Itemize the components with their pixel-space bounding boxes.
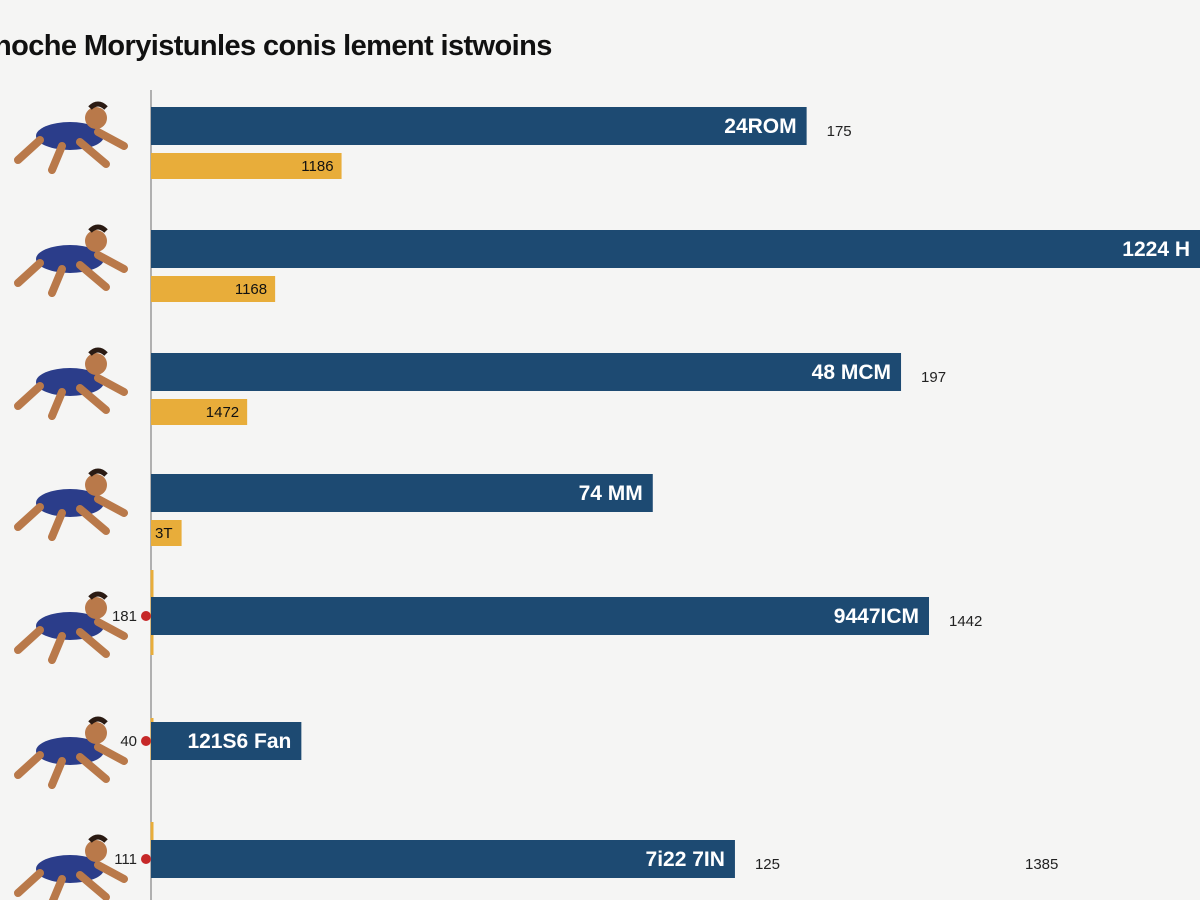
athlete-sprinter-icon bbox=[14, 101, 128, 174]
chart-title: noche Moryistunles conis lement istwoins bbox=[0, 30, 552, 62]
athlete-sprinter-icon-head bbox=[85, 107, 107, 129]
bar-secondary-1 bbox=[151, 153, 342, 179]
athlete-plank-icon-limbs bbox=[14, 251, 128, 297]
bar-primary-2 bbox=[151, 230, 1200, 268]
bar-primary-label-3: 48 MCM bbox=[812, 361, 891, 384]
athlete-tackle-icon-head bbox=[85, 840, 107, 862]
extra-note-1: 1385 bbox=[1025, 856, 1058, 873]
bar-secondary-4 bbox=[151, 520, 182, 546]
bar-secondary-label-1: 1186 bbox=[301, 158, 333, 175]
bar-primary-3 bbox=[151, 353, 902, 391]
athlete-sprinter-icon-hair bbox=[88, 101, 108, 110]
athlete-wrestler-icon-limbs bbox=[14, 618, 128, 664]
marker-dot-7 bbox=[141, 854, 151, 864]
bar-secondary-label-2: 1168 bbox=[235, 281, 267, 298]
athlete-wrestler-icon-head bbox=[85, 597, 107, 619]
bar-primary-1 bbox=[151, 107, 807, 145]
athlete-dive-icon-head bbox=[85, 353, 107, 375]
athlete-wrestler-icon bbox=[14, 591, 128, 664]
athlete-tackle-icon bbox=[14, 834, 128, 900]
athlete-dive-icon bbox=[14, 347, 128, 420]
side-note-7: 125 bbox=[755, 856, 780, 873]
athlete-plank-icon-hair bbox=[88, 224, 108, 233]
athlete-lunge-icon-head bbox=[85, 722, 107, 744]
athlete-crouch-icon bbox=[14, 468, 128, 541]
bar-primary-4 bbox=[151, 474, 653, 512]
athlete-crouch-icon-head bbox=[85, 474, 107, 496]
marker-dot-6 bbox=[141, 736, 151, 746]
left-note-5: 181 bbox=[112, 608, 137, 625]
bar-primary-label-6: 121S6 Fan bbox=[187, 730, 291, 753]
side-note-1: 175 bbox=[827, 123, 852, 140]
bar-secondary-2 bbox=[151, 276, 276, 302]
side-note-3: 197 bbox=[921, 369, 946, 386]
bar-primary-label-5: 9447ICM bbox=[834, 605, 919, 628]
left-note-6: 40 bbox=[120, 733, 137, 750]
athlete-lunge-icon bbox=[14, 716, 128, 789]
athlete-sprinter-icon-limbs bbox=[14, 128, 128, 174]
bar-primary-6 bbox=[151, 722, 302, 760]
athlete-tackle-icon-limbs bbox=[14, 861, 128, 900]
bar-primary-label-7: 7i22 7IN bbox=[646, 848, 725, 871]
athlete-plank-icon-head bbox=[85, 230, 107, 252]
athlete-crouch-icon-hair bbox=[88, 468, 108, 477]
athlete-tackle-icon-hair bbox=[88, 834, 108, 843]
bar-primary-label-4: 74 MM bbox=[579, 482, 643, 505]
athlete-lunge-icon-hair bbox=[88, 716, 108, 725]
marker-dot-5 bbox=[141, 611, 151, 621]
bar-primary-label-1: 24ROM bbox=[724, 115, 796, 138]
bar-primary-7 bbox=[151, 840, 735, 878]
bar-secondary-label-3: 1472 bbox=[206, 404, 239, 421]
athlete-dive-icon-limbs bbox=[14, 374, 128, 420]
bar-secondary-3 bbox=[151, 399, 248, 425]
left-note-7: 111 bbox=[114, 851, 137, 868]
athlete-lunge-icon-limbs bbox=[14, 743, 128, 789]
athlete-crouch-icon-limbs bbox=[14, 495, 128, 541]
bar-secondary-label-4: 3T bbox=[155, 525, 173, 542]
athlete-plank-icon bbox=[14, 224, 128, 297]
bar-primary-label-2: 1224 H bbox=[1122, 238, 1190, 261]
bar-primary-5 bbox=[151, 597, 930, 635]
side-note-5: 1442 bbox=[949, 613, 982, 630]
athlete-dive-icon-hair bbox=[88, 347, 108, 356]
athlete-wrestler-icon-hair bbox=[88, 591, 108, 600]
